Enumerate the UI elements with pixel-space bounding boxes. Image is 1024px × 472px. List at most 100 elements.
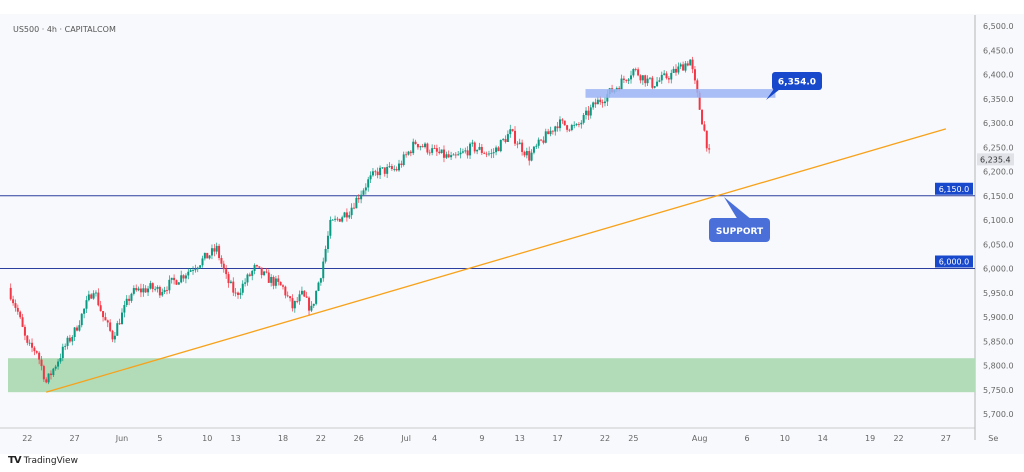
candle [123,305,126,313]
candle [68,337,71,342]
candle [639,75,642,81]
candle [369,175,372,180]
candle [350,207,353,216]
candle [355,197,358,209]
candle [300,290,303,295]
candle [289,296,292,299]
y-tick-label: 5,850.0 [983,337,1014,346]
candle [308,297,311,311]
candle [168,279,171,291]
candle [73,327,76,337]
candle [298,294,301,302]
candle [177,282,180,285]
candle [255,265,258,267]
x-tick-label: 26 [354,434,364,443]
candle [558,119,561,129]
y-tick-label: 5,700.0 [983,410,1014,419]
candle [284,286,287,296]
candle [426,143,429,153]
candle [637,69,640,76]
candle [348,215,351,218]
candle [540,139,543,141]
candle [395,168,398,171]
candle [506,134,509,142]
candle [156,286,159,289]
candle [106,320,109,323]
candle [196,267,199,270]
candle [364,187,367,191]
candle [521,142,524,152]
candle [104,317,107,321]
candle [47,373,50,383]
candle [573,124,576,126]
candle [192,270,195,271]
candle [381,167,384,169]
candle [483,152,486,154]
candle [147,288,150,293]
x-tick-label: 22 [600,434,610,443]
x-tick-label: Aug [692,434,708,443]
candle [547,131,550,135]
candle [563,120,566,126]
candle [670,72,673,80]
candle [76,327,79,331]
candle [66,337,69,346]
x-tick-label: 10 [780,434,790,443]
candle [331,219,334,221]
demand-zone [8,358,975,393]
candle [632,69,635,76]
candle [620,78,623,90]
candle [452,154,455,156]
candle [116,323,119,336]
candle [409,151,412,154]
candle [317,282,320,291]
candle [435,148,438,152]
candle [312,303,315,306]
candle [672,68,675,73]
candle [163,290,166,292]
candle [246,274,249,283]
candle [469,143,472,156]
candle [542,140,545,143]
candle [45,379,48,383]
candle [390,166,393,170]
candle [648,77,651,79]
candle [625,79,628,81]
x-tick-label: 13 [231,434,241,443]
x-tick-label: Jul [400,434,411,443]
candle [708,148,711,150]
candle [495,147,498,153]
candle [492,152,495,154]
candle [658,80,661,82]
candle [345,212,348,218]
candle [90,294,93,299]
candle [286,295,289,297]
candle [158,286,161,296]
candle [208,255,211,259]
y-tick-label: 6,000.0 [983,265,1014,274]
x-tick-label: 10 [202,434,212,443]
candle [109,322,112,331]
candle [303,290,306,297]
candle [570,124,573,131]
candle [173,277,176,281]
x-tick-label: 22 [893,434,903,443]
candle [618,88,621,90]
candle [487,153,490,155]
candle [525,151,528,156]
candle [696,80,699,93]
candle [260,267,263,276]
candle [78,325,81,331]
x-tick-label: 19 [865,434,875,443]
x-tick-label: 6 [744,434,749,443]
candle [480,146,483,153]
candle [615,88,618,90]
candle [402,154,405,166]
tradingview-brand: TV TradingView [8,455,78,466]
x-tick-label: 22 [22,434,32,443]
tradingview-logo-icon: TV [8,455,22,466]
candle [118,323,121,325]
candle [698,92,701,110]
candle [622,78,625,80]
